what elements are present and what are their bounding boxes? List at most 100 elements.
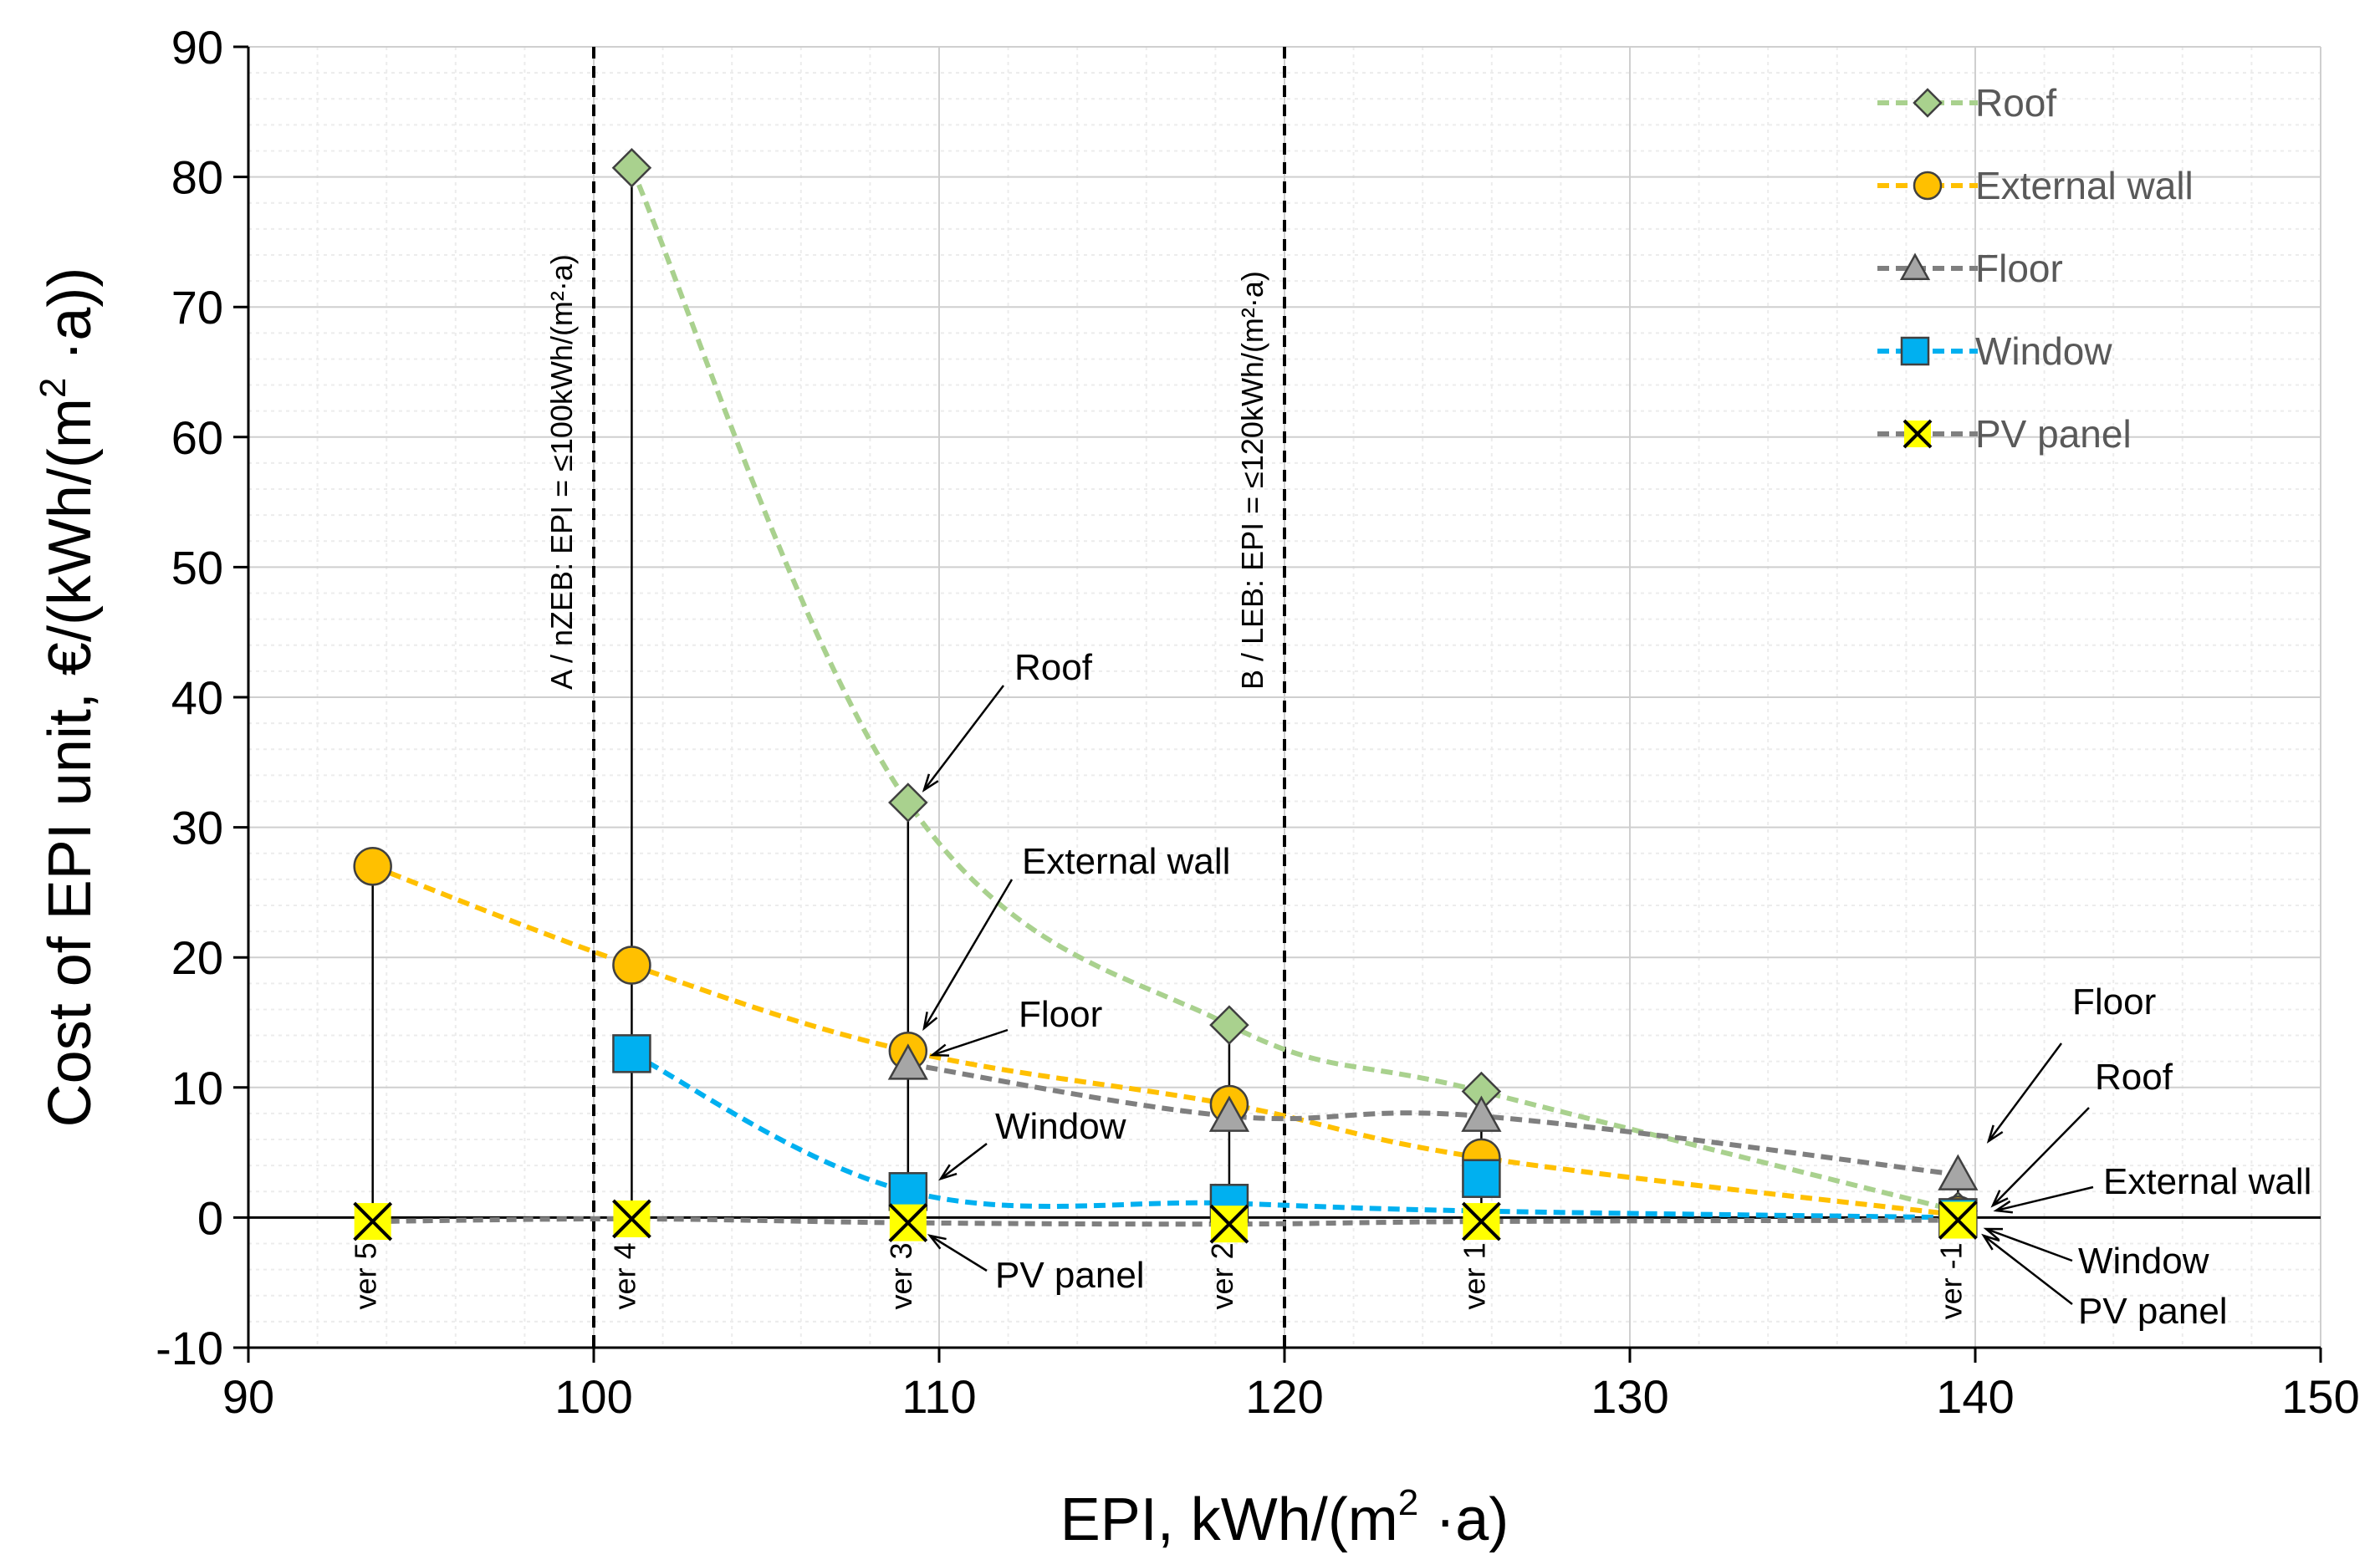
annotation-label: Window — [995, 1106, 1126, 1147]
series-lines — [371, 166, 1959, 1227]
marker-roof — [1209, 1005, 1249, 1045]
x-tick-labels: 90 100 110 120 130 140 150 — [222, 1370, 2360, 1423]
marker-external-wall — [612, 946, 651, 985]
marker-floor — [887, 1043, 928, 1080]
annotation-arrowhead — [938, 1164, 958, 1181]
legend-external-wall-label: External wall — [1975, 164, 2194, 207]
reference-lines: A / nZEB: EPI = ≤100kWh/(m²·a) B / LEB: E… — [544, 47, 1286, 1348]
annotation-label: Floor — [2072, 981, 2156, 1022]
x-tick-label: 130 — [1591, 1370, 1668, 1423]
y-tick-label: 40 — [171, 671, 223, 724]
annotation-arrow — [1995, 1185, 2094, 1212]
legend: Roof External wall Floor Window PV panel — [1877, 81, 2194, 456]
annotation-arrowhead — [1993, 1200, 2014, 1214]
annotation-arrow — [922, 879, 1014, 1029]
legend-window-label: Window — [1975, 329, 2112, 373]
legend-window-marker — [1900, 336, 1930, 366]
annotation-label: Roof — [1014, 647, 1093, 688]
marker-pv-panel — [353, 1201, 393, 1241]
annotations: Roof External wall Floor Window PV panel Floo… — [922, 647, 2311, 1332]
series-line-floor — [907, 1061, 1959, 1178]
annotation-label: Window — [2078, 1241, 2209, 1282]
annotation-arrow — [1987, 1042, 2063, 1142]
marker-roof — [888, 782, 928, 823]
legend-floor-marker — [1899, 252, 1931, 281]
marker-pv-panel-stroke-b — [1461, 1201, 1501, 1241]
marker-pv-panel — [888, 1203, 928, 1243]
y-tick-label: 10 — [171, 1062, 223, 1114]
marker-pv-panel-stroke-b — [1938, 1201, 1978, 1240]
legend-pv-panel-marker-stroke-b — [1902, 419, 1933, 449]
x-tick-label: 150 — [2281, 1370, 2359, 1423]
marker-pv-panel-stroke-b — [1209, 1204, 1249, 1244]
series-line-external-wall — [371, 864, 1959, 1218]
annotation-label: PV panel — [995, 1255, 1145, 1296]
x-tick-label: 110 — [901, 1370, 976, 1423]
y-tick-label: -10 — [156, 1322, 223, 1374]
version-labels: ver 5 ver 4 ver 3 ver 2 ver 1 ver -1 — [349, 1242, 1969, 1319]
y-tick-label: 90 — [171, 21, 223, 74]
annotation-arrow — [932, 1028, 1009, 1057]
marker-roof — [611, 147, 652, 188]
x-tick-label: 120 — [1245, 1370, 1323, 1423]
annotation-arrow — [940, 1143, 988, 1180]
annotation-arrowhead — [922, 773, 939, 793]
version-label: ver -1 — [1933, 1242, 1968, 1319]
marker-pv-panel — [1461, 1201, 1501, 1241]
x-tick-label: 90 — [222, 1370, 274, 1423]
axes — [233, 45, 2322, 1363]
marker-window — [888, 1172, 928, 1211]
annotation-arrowhead — [1990, 1190, 2009, 1208]
y-tick-label: 70 — [171, 281, 223, 334]
y-tick-label: 60 — [171, 411, 223, 464]
version-label: ver 3 — [884, 1242, 918, 1309]
annotation-arrowhead — [922, 1012, 938, 1032]
legend-pv-panel-label: PV panel — [1975, 412, 2132, 456]
version-label: ver 5 — [349, 1242, 383, 1309]
y-tick-labels: -10 0 10 20 30 40 50 60 70 80 90 — [156, 21, 223, 1374]
annotation-arrow — [1983, 1235, 2073, 1305]
x-tick-label: 100 — [554, 1370, 632, 1423]
series-markers — [353, 147, 1979, 1244]
marker-pv-panel-stroke-b — [353, 1201, 393, 1241]
marker-pv-panel-stroke-b — [612, 1199, 651, 1239]
reference-line-label: B / LEB: EPI = ≤120kWh/(m²·a) — [1235, 271, 1269, 690]
x-tick-label: 140 — [1936, 1370, 2014, 1423]
y-tick-label: 0 — [197, 1191, 223, 1244]
marker-floor — [1208, 1095, 1250, 1132]
legend-floor-label: Floor — [1975, 247, 2063, 290]
version-label: ver 2 — [1205, 1242, 1239, 1309]
series-line-roof — [629, 166, 1959, 1214]
x-axis-title: EPI, kWh/(m2 ·a) — [1060, 1482, 1509, 1553]
annotation-arrowhead — [929, 1043, 950, 1057]
marker-pv-panel-stroke-b — [888, 1203, 928, 1243]
legend-roof-marker — [1913, 88, 1943, 118]
version-label: ver 4 — [607, 1242, 641, 1309]
marker-floor — [1938, 1154, 1979, 1190]
marker-floor — [1461, 1095, 1502, 1132]
marker-pv-panel — [612, 1199, 651, 1239]
legend-pv-panel-marker — [1902, 419, 1933, 449]
annotation-arrow — [929, 1234, 988, 1272]
annotation-arrowhead — [1983, 1227, 2004, 1241]
annotation-arrowhead — [1981, 1233, 2000, 1251]
annotation-label: PV panel — [2078, 1291, 2228, 1332]
reference-line-label: A / nZEB: EPI = ≤100kWh/(m²·a) — [544, 254, 579, 690]
annotation-label: External wall — [2103, 1161, 2311, 1202]
y-tick-label: 50 — [171, 541, 223, 594]
version-label: ver 1 — [1457, 1242, 1491, 1309]
marker-window — [612, 1034, 651, 1073]
y-axis-title: Cost of EPI unit, €/(kWh/(m2 ·a)) — [33, 268, 104, 1128]
annotation-arrow — [923, 685, 1004, 791]
annotation-arrow — [1985, 1227, 2073, 1262]
annotation-label: Floor — [1019, 994, 1102, 1035]
annotation-arrowhead — [1986, 1124, 2004, 1144]
marker-window — [1462, 1159, 1501, 1198]
annotation-arrowhead — [927, 1234, 947, 1250]
marker-pv-panel — [1209, 1204, 1249, 1244]
series-line-pv-panel — [372, 1216, 1959, 1227]
annotation-label: External wall — [1022, 841, 1230, 882]
y-tick-label: 80 — [171, 151, 223, 204]
y-tick-label: 20 — [171, 931, 223, 984]
